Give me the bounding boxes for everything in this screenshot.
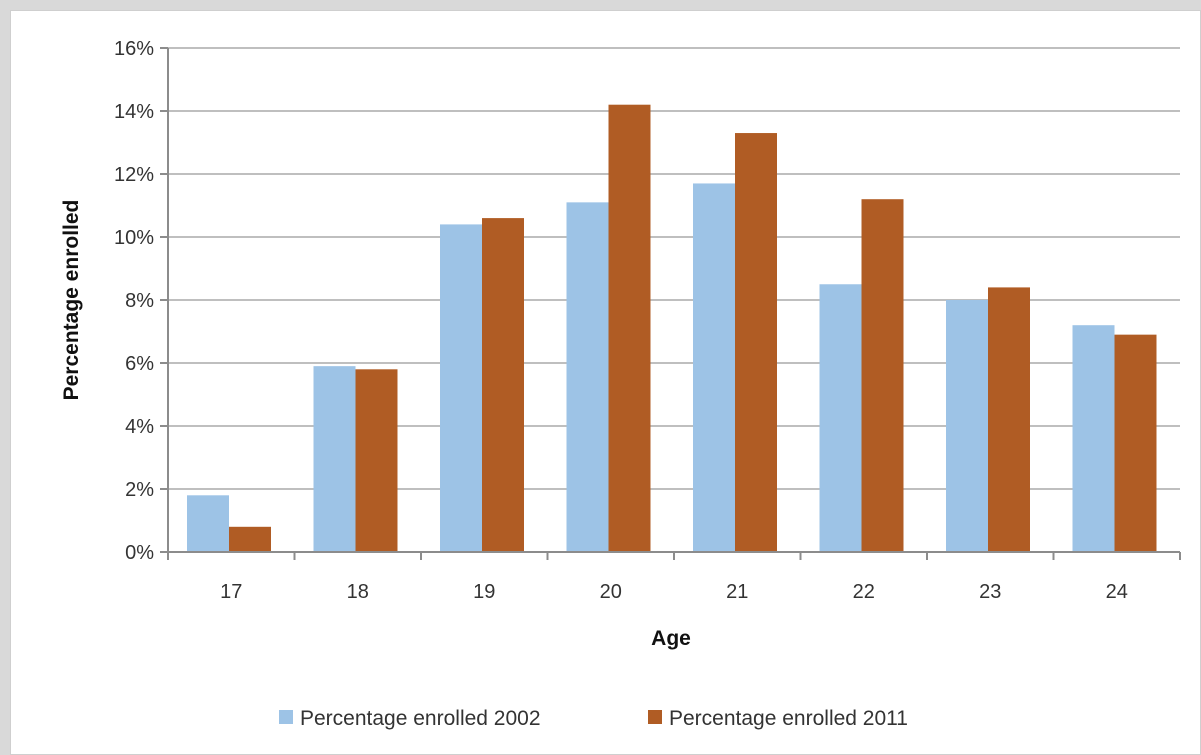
bar-2011-age-21 xyxy=(735,133,777,553)
bar-2002-age-20 xyxy=(566,202,609,552)
x-tick-label: 18 xyxy=(347,581,369,603)
bars xyxy=(187,104,1157,553)
bar-2002-age-22 xyxy=(819,284,862,552)
x-tick-label: 19 xyxy=(473,581,495,603)
bar-2011-age-23 xyxy=(988,287,1030,552)
x-tick-label: 20 xyxy=(600,581,622,603)
y-tick-label: 0% xyxy=(125,542,154,564)
bar-2011-age-19 xyxy=(482,218,524,552)
y-tick-label: 10% xyxy=(114,227,154,249)
y-tick-label: 2% xyxy=(125,479,154,501)
bar-2011-age-22 xyxy=(861,199,904,552)
legend-label-2002: Percentage enrolled 2002 xyxy=(300,707,541,730)
bar-2011-age-17 xyxy=(229,526,271,552)
x-tick-label: 17 xyxy=(220,581,242,603)
y-tick-label: 14% xyxy=(114,101,154,123)
bar-2011-age-18 xyxy=(355,369,398,552)
legend-swatch-2002 xyxy=(279,710,293,724)
bar-2002-age-23 xyxy=(946,300,988,552)
x-axis-title: Age xyxy=(651,627,691,650)
y-axis-ticks: 0% 2% 4% 6% 8% 10% 12% 14% 16% xyxy=(114,38,168,564)
legend-swatch-2011 xyxy=(648,710,662,724)
x-tick-label: 24 xyxy=(1106,581,1128,603)
x-tick-label: 22 xyxy=(853,581,875,603)
bar-2011-age-24 xyxy=(1114,334,1157,552)
y-tick-label: 16% xyxy=(114,38,154,60)
x-tick-label: 23 xyxy=(979,581,1001,603)
y-tick-label: 12% xyxy=(114,164,154,186)
bar-2002-age-21 xyxy=(693,183,735,552)
legend-label-2011: Percentage enrolled 2011 xyxy=(669,707,908,730)
bar-2002-age-17 xyxy=(187,495,229,552)
bar-2002-age-18 xyxy=(313,366,356,552)
x-axis-ticks: 17 18 19 20 21 22 23 24 xyxy=(167,552,1181,603)
bar-2011-age-20 xyxy=(608,104,651,552)
y-tick-label: 8% xyxy=(125,290,154,312)
x-tick-label: 21 xyxy=(726,581,748,603)
y-axis-title: Percentage enrolled xyxy=(60,200,83,401)
y-tick-label: 4% xyxy=(125,416,154,438)
bar-2002-age-19 xyxy=(440,224,482,552)
bar-2002-age-24 xyxy=(1072,325,1115,552)
legend: Percentage enrolled 2002 Percentage enro… xyxy=(279,707,908,730)
y-tick-label: 6% xyxy=(125,353,154,375)
